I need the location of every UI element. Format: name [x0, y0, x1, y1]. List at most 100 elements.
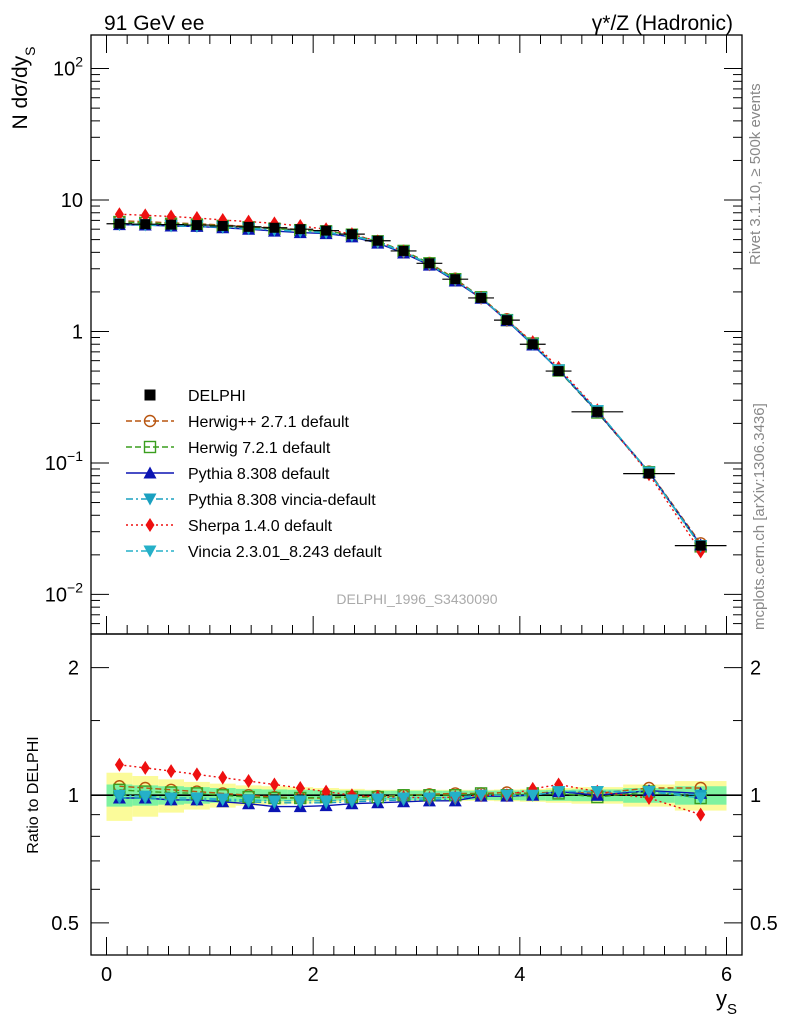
- series-point-vincia: [397, 792, 411, 805]
- header-right-label: γ*/Z (Hadronic): [592, 12, 733, 35]
- legend-label-sherpa: Sherpa 1.4.0 default: [188, 518, 333, 535]
- series-point-sherpa: [114, 757, 124, 772]
- x-axis-label-sub: S: [727, 1001, 737, 1018]
- data-point: [501, 315, 512, 326]
- data-point: [424, 258, 435, 269]
- ratio-ylabel: Ratio to DELPHI: [25, 736, 42, 853]
- series-point-sherpa: [269, 777, 279, 792]
- x-tick-label: 2: [308, 964, 319, 986]
- side-label-rivet: Rivet 3.1.10, ≥ 500k events: [747, 83, 764, 265]
- series-point-sherpa: [218, 770, 228, 785]
- main-y-tick-exponent: −1: [67, 448, 83, 464]
- main-y-tick-exponent: −2: [67, 579, 83, 595]
- data-point: [527, 339, 538, 350]
- series-point-sherpa: [192, 767, 202, 782]
- main-y-tick-label: 10: [61, 190, 83, 212]
- legend-label-herwigpp: Herwig++ 2.7.1 default: [188, 414, 350, 431]
- data-point: [476, 292, 487, 303]
- data-point: [166, 219, 177, 230]
- main-ylabel: N dσ/dyS: [9, 47, 38, 130]
- series-point-vincia: [500, 789, 514, 802]
- data-point: [372, 235, 383, 246]
- data-point: [398, 245, 409, 256]
- series-point-sherpa: [166, 764, 176, 779]
- data-point: [295, 224, 306, 235]
- x-axis-label-text: y: [716, 986, 727, 1011]
- data-point: [553, 366, 564, 377]
- side-label-mcplots: mcplots.cern.ch [arXiv:1306.3436]: [751, 403, 768, 630]
- series-point-vincia: [694, 792, 708, 805]
- data-point: [243, 221, 254, 232]
- main-ylabel-text: N dσ/dy: [9, 55, 32, 129]
- data-point: [644, 468, 654, 479]
- legend-label-pythia_vincia: Pythia 8.308 vincia-default: [188, 492, 376, 509]
- data-point: [269, 222, 280, 233]
- x-tick-label: 4: [514, 964, 525, 986]
- main-y-tick-label: 10−2: [45, 579, 83, 606]
- svg-text:yS: yS: [716, 986, 737, 1018]
- series-point-vincia: [164, 792, 178, 805]
- legend-marker-pythia_vincia: [143, 493, 157, 506]
- svg-text:N dσ/dyS: N dσ/dyS: [9, 47, 38, 130]
- ratio-frame: [90, 633, 743, 956]
- legend-label-vincia: Vincia 2.3.01_8.243 default: [188, 544, 382, 561]
- ratio-y-tick-label: 2: [68, 658, 79, 680]
- x-axis-label: yS: [716, 986, 737, 1018]
- series-point-vincia: [242, 794, 256, 807]
- data-point: [114, 218, 125, 229]
- series-point-sherpa: [140, 760, 150, 775]
- data-point: [321, 225, 332, 236]
- x-tick-label: 0: [101, 964, 112, 986]
- series-point-vincia: [267, 795, 281, 808]
- ratio-y-tick-label-right: 0.5: [750, 913, 778, 935]
- data-point: [450, 274, 461, 285]
- data-point: [592, 406, 603, 417]
- series-point-vincia: [371, 793, 385, 806]
- series-point-vincia: [345, 794, 359, 807]
- ratio-panel: 0.5 0.5 1 1 2 2 0 2 4 6: [51, 633, 778, 986]
- series-point-vincia: [138, 790, 152, 803]
- ratio-y-tick-label: 0.5: [51, 913, 79, 935]
- legend-marker-sherpa: [145, 518, 155, 532]
- series-point-vincia: [552, 786, 566, 799]
- series-point-vincia: [190, 792, 204, 805]
- series-point-sherpa: [295, 781, 305, 796]
- main-panel: 10−2 10−1 1 10 102: [45, 34, 743, 955]
- data-point: [191, 220, 202, 231]
- legend-marker-data: [144, 389, 156, 401]
- legend-label-data: DELPHI: [188, 388, 246, 405]
- data-point: [346, 229, 357, 240]
- legend-label-herwig7: Herwig 7.2.1 default: [188, 440, 331, 457]
- legend-label-pythia: Pythia 8.308 default: [188, 466, 330, 483]
- series-line-herwig7: [119, 789, 701, 799]
- x-tick-label: 6: [721, 964, 732, 986]
- series-point-vincia: [448, 791, 462, 804]
- legend-marker-pythia: [143, 466, 157, 479]
- series-line-herwigpp: [119, 785, 701, 799]
- data-point: [217, 220, 228, 231]
- series-point-vincia: [422, 792, 436, 805]
- series-point-vincia: [112, 789, 126, 802]
- series-point-vincia: [526, 789, 540, 802]
- series-point-vincia: [642, 786, 656, 799]
- main-ylabel-sub: S: [22, 47, 38, 56]
- ratio-y-tick-label: 1: [68, 785, 79, 807]
- series-point-vincia: [590, 786, 604, 799]
- legend: DELPHI Herwig++ 2.7.1 default Herwig 7.2.1…: [126, 388, 382, 561]
- series-point-sherpa: [140, 208, 150, 223]
- series-point-vincia: [474, 789, 488, 802]
- series-point-vincia: [319, 795, 333, 808]
- series-point-sherpa: [696, 807, 706, 822]
- main-y-tick-exponent: 2: [75, 54, 83, 70]
- watermark: DELPHI_1996_S3430090: [336, 591, 497, 607]
- series-point-sherpa: [114, 207, 124, 222]
- series-point-vincia: [216, 793, 230, 806]
- ratio-y-tick-label-right: 1: [750, 785, 761, 807]
- data-point: [695, 540, 706, 551]
- data-point: [140, 219, 151, 230]
- main-y-tick-label: 10−1: [45, 448, 83, 475]
- series-point-sherpa: [244, 774, 254, 789]
- legend-marker-herwigpp: [143, 414, 157, 428]
- legend-marker-vincia: [143, 545, 157, 558]
